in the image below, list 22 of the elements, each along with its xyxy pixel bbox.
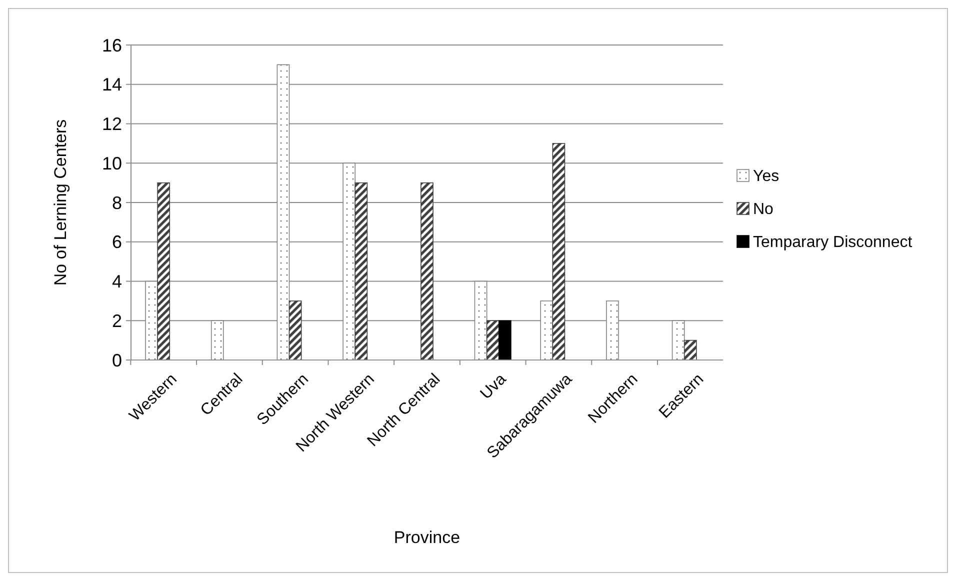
legend-label: Temparary Disconnect: [753, 234, 913, 252]
bar: [288, 300, 302, 360]
y-tick-label: 6: [112, 232, 122, 252]
y-tick-label: 2: [112, 310, 122, 331]
y-axis-title: No of Lerning Centers: [51, 119, 70, 286]
y-tick-label: 10: [102, 153, 122, 174]
bar: [157, 182, 170, 360]
x-axis-title: Province: [394, 528, 460, 547]
bar: [420, 182, 434, 360]
y-tick-label: 12: [102, 114, 122, 134]
bar: [486, 320, 500, 360]
y-tick-label: 14: [102, 74, 122, 95]
y-tick-label: 16: [102, 35, 122, 56]
bar: [354, 182, 368, 360]
bar: [498, 320, 512, 360]
bar: [684, 340, 697, 360]
legend-label: No: [753, 201, 774, 218]
bar: [552, 143, 566, 360]
y-tick-label: 0: [112, 350, 122, 370]
legend-label: Yes: [753, 168, 780, 186]
y-tick-label: 4: [112, 272, 122, 292]
y-tick-label: 8: [112, 192, 122, 213]
